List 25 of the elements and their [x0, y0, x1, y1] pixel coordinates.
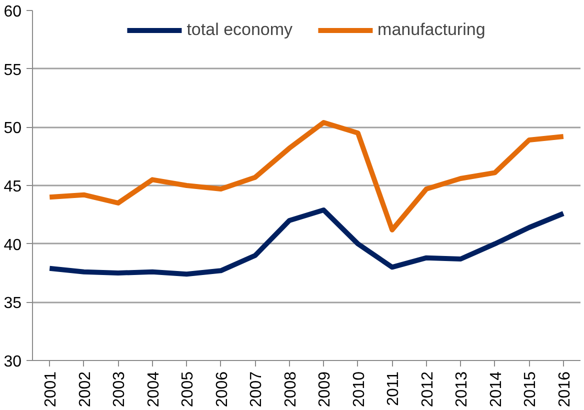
legend-label: manufacturing — [378, 20, 486, 40]
y-tick-label: 55 — [4, 62, 22, 79]
x-tick-label: 2004 — [145, 371, 162, 408]
x-tick-label: 2007 — [248, 371, 266, 408]
y-tick-label: 30 — [4, 354, 22, 370]
x-tick-label: 2012 — [419, 371, 436, 408]
x-tick-label: 2015 — [522, 371, 540, 408]
x-tick-label: 2005 — [180, 371, 197, 408]
x-tick-label: 2009 — [316, 371, 334, 408]
x-tick-label: 2011 — [385, 371, 402, 406]
x-tick-label: 2008 — [282, 371, 300, 408]
x-tick-label: 2002 — [76, 371, 94, 408]
x-tick-label: 2013 — [454, 371, 471, 408]
x-tick-label: 2016 — [556, 371, 574, 408]
x-tick-label: 2003 — [111, 371, 128, 408]
y-tick-label: 40 — [4, 236, 22, 254]
y-tick-label: 50 — [4, 120, 22, 138]
x-tick-label: 2001 — [42, 371, 60, 408]
y-tick-label: 45 — [4, 178, 22, 196]
x-tick-label: 2014 — [488, 371, 505, 408]
x-tick-label: 2010 — [350, 371, 368, 408]
x-tick-label: 2006 — [214, 371, 231, 408]
y-tick-label: 35 — [4, 295, 22, 312]
y-tick-label: 60 — [4, 4, 22, 20]
legend-label: total economy — [186, 20, 293, 40]
